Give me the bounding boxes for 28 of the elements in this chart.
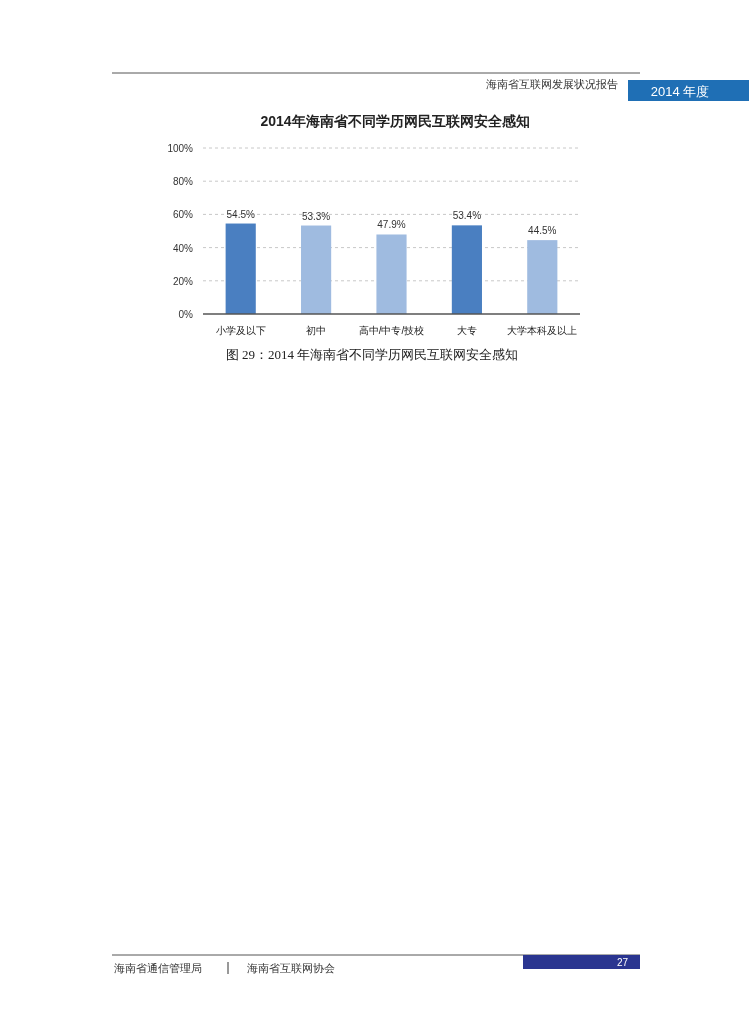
text: 海南省互联网发展状况报告	[486, 78, 618, 90]
x-tick-label: 初中	[306, 325, 327, 336]
y-tick-label: 80%	[172, 176, 194, 188]
text: 海南省通信管理局	[114, 962, 202, 974]
text: 27	[616, 957, 629, 968]
bar	[376, 234, 407, 314]
caption: 图 29：2014 年海南省不同学历网民互联网安全感知	[225, 347, 519, 362]
y-tick-label: 40%	[172, 242, 194, 254]
chart-title: 2014年海南省不同学历网民互联网安全感知	[260, 113, 530, 129]
data-label: 44.5%	[528, 225, 557, 237]
data-label: 53.3%	[301, 210, 331, 222]
x-tick-label: 大专	[456, 325, 477, 336]
x-tick-label: 大学本科及以上	[507, 325, 578, 336]
data-label: 53.4%	[452, 210, 482, 222]
bar	[451, 225, 482, 314]
y-tick-label: 20%	[172, 275, 194, 287]
bar	[527, 240, 558, 314]
bar	[225, 223, 256, 314]
y-tick-label: 60%	[172, 209, 194, 221]
y-tick-label: 100%	[167, 143, 194, 154]
data-label: 54.5%	[226, 208, 255, 220]
data-label: 47.9%	[377, 219, 406, 231]
text: 2014 年度	[650, 84, 710, 99]
bar	[301, 225, 332, 314]
x-tick-label: 高中/中专/技校	[358, 325, 425, 336]
text: 海南省互联网协会	[247, 962, 335, 974]
x-tick-label: 小学及以下	[215, 325, 266, 336]
y-tick-label: 0%	[178, 309, 194, 320]
